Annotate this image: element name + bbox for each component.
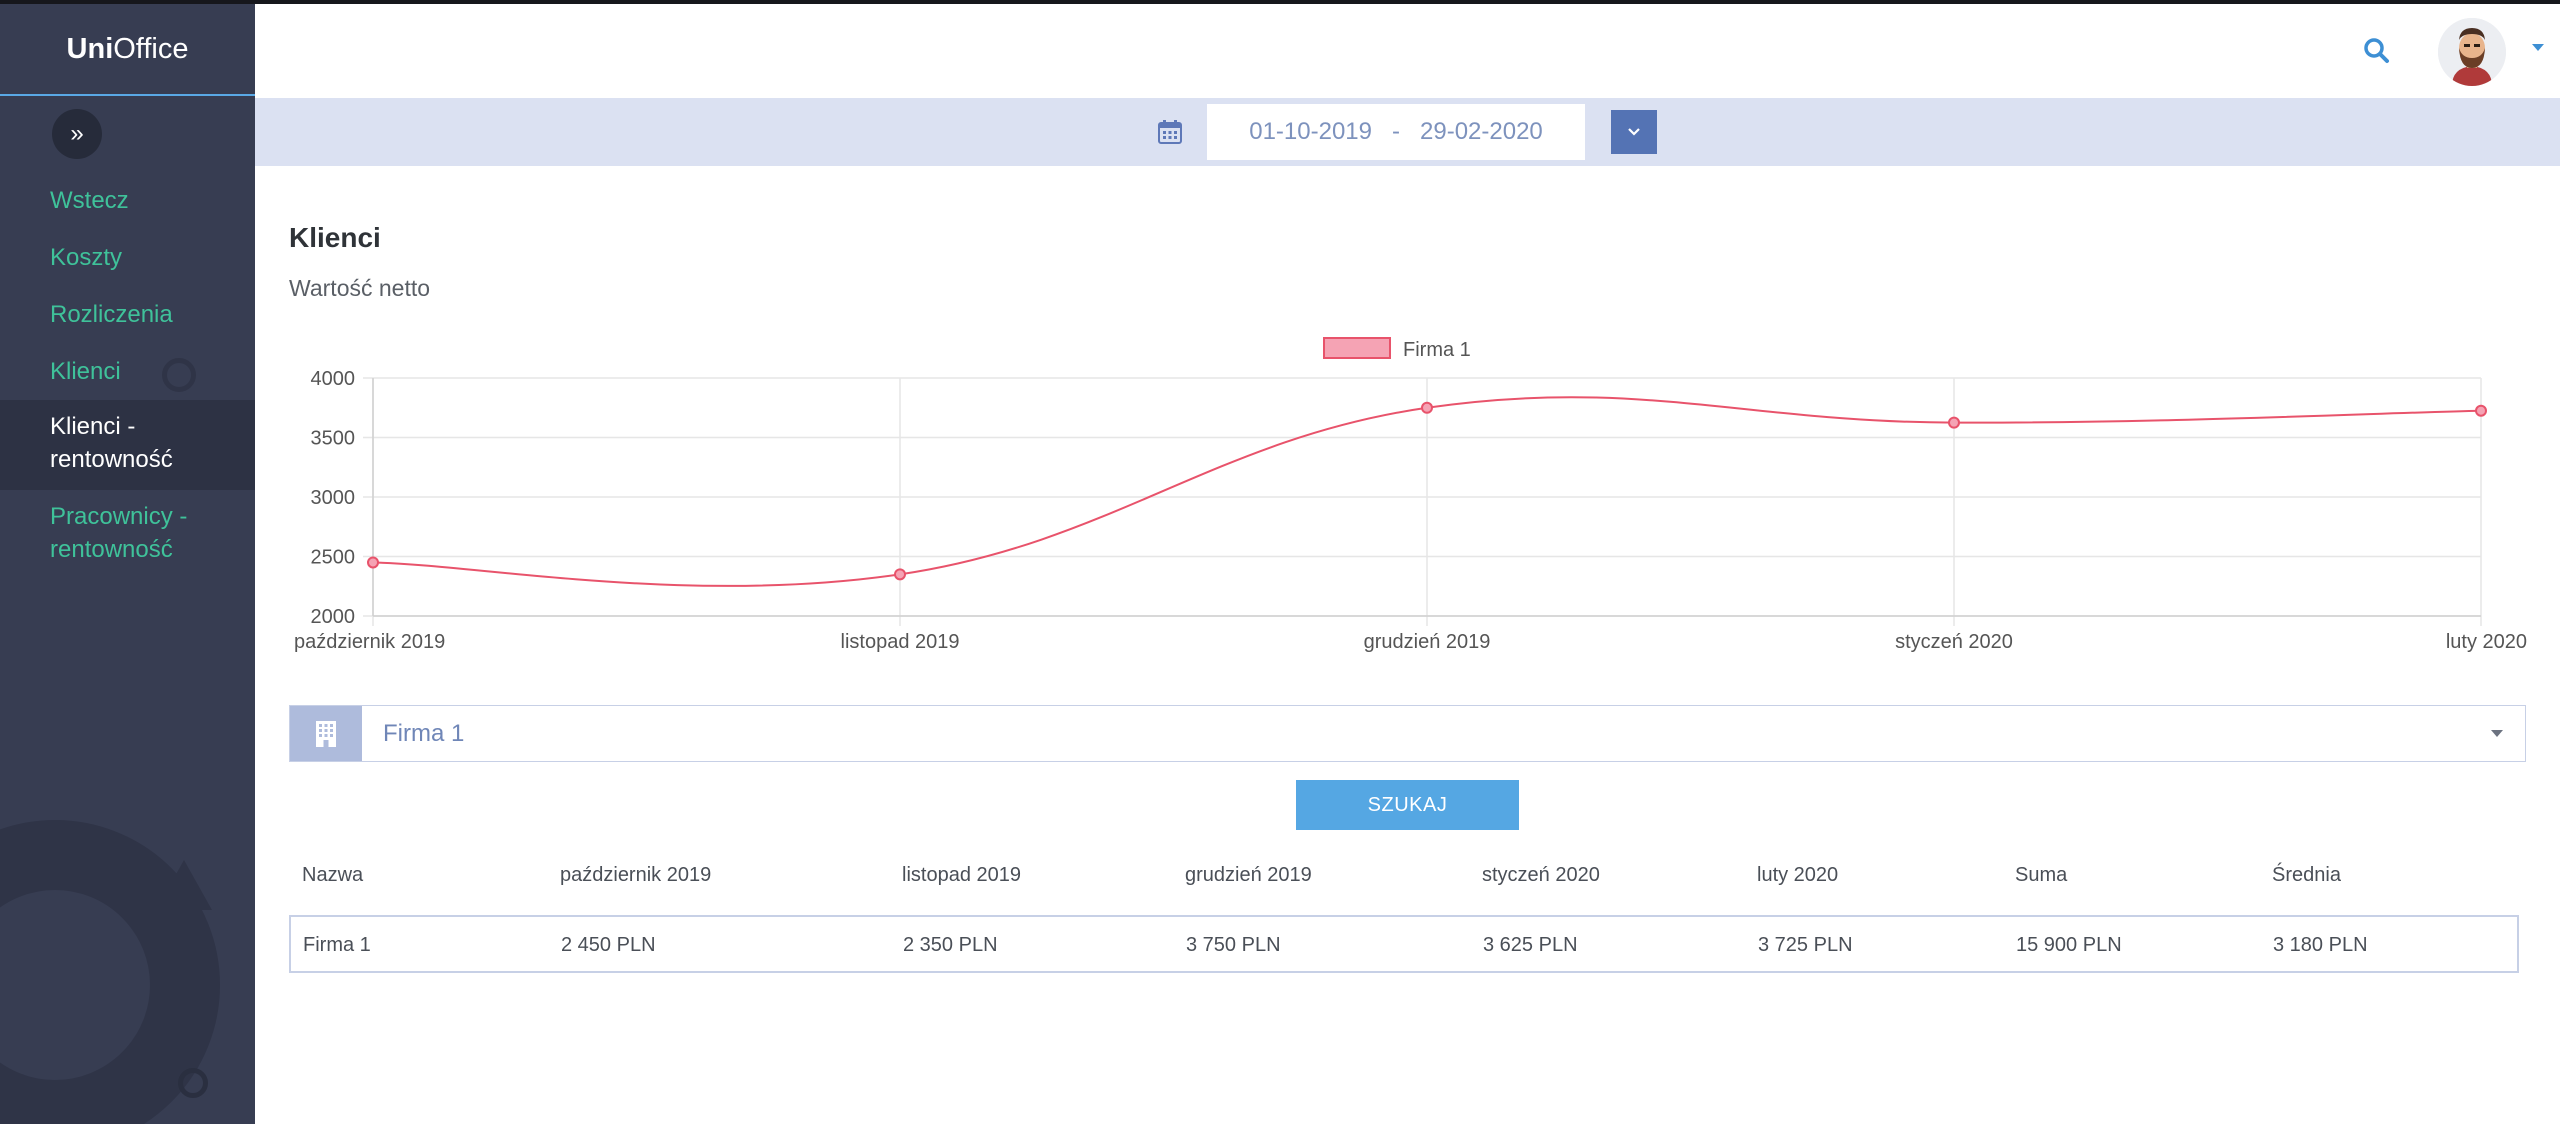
calendar-icon (1158, 120, 1182, 144)
cell-listopad: 2 350 PLN (903, 934, 998, 956)
column-header-nazwa: Nazwa (302, 864, 364, 886)
search-button[interactable]: SZUKAJ (1296, 780, 1519, 830)
column-header-suma: Suma (2015, 864, 2068, 886)
chart-data-point (1421, 401, 1433, 414)
column-header-srednia: Średnia (2272, 864, 2341, 886)
sidebar-item-wstecz[interactable]: Wstecz (50, 187, 129, 214)
chart-data-point (2475, 404, 2487, 417)
chart-y-tick-label: 3500 (311, 428, 356, 450)
window-top-border (0, 0, 2560, 4)
sidebar-item-label-line1: Klienci - (50, 413, 136, 440)
chevron-down-icon[interactable] (2532, 44, 2544, 51)
sidebar-item-label-line2: rentowność (50, 536, 173, 563)
sidebar-decoration-circle (162, 358, 196, 392)
sidebar-toggle-button[interactable]: » (52, 109, 102, 159)
chevron-down-icon (2491, 730, 2503, 737)
chevron-down-icon (1628, 128, 1640, 136)
brand-name-bold: Uni (66, 32, 114, 65)
column-header-listopad: listopad 2019 (902, 864, 1021, 886)
search-icon[interactable] (2362, 36, 2392, 66)
column-header-luty: luty 2020 (1757, 864, 1839, 886)
chart-x-tick-label: luty 2020 (2446, 631, 2527, 653)
cell-pazdziernik: 2 450 PLN (561, 934, 656, 956)
sidebar-menu: Wstecz Koszty Rozliczenia Klienci Klienc… (0, 172, 255, 580)
avatar[interactable] (2438, 18, 2506, 86)
cell-grudzien: 3 750 PLN (1186, 934, 1281, 956)
chart-y-tick-label: 4000 (311, 368, 356, 390)
cell-srednia: 3 180 PLN (2273, 934, 2368, 956)
user-avatar-icon (2438, 18, 2506, 86)
company-select[interactable]: Firma 1 (289, 705, 2526, 762)
table-row[interactable]: Firma 1 2 450 PLN 2 350 PLN 3 750 PLN 3 … (289, 915, 2519, 973)
page-title: Klienci (289, 222, 381, 253)
chart-legend-label: Firma 1 (1403, 339, 1471, 361)
cell-luty: 3 725 PLN (1758, 934, 1853, 956)
chart-y-tick-label: 2000 (311, 606, 356, 628)
column-header-pazdziernik: październik 2019 (560, 864, 712, 886)
table-header: Nazwa październik 2019 listopad 2019 gru… (289, 858, 2519, 898)
sidebar-decoration-circle-small (178, 1068, 208, 1098)
chart-data-point (1948, 416, 1960, 429)
column-header-grudzien: grudzień 2019 (1185, 864, 1312, 886)
sidebar-item-label-line2: rentowność (50, 446, 173, 473)
brand-logo[interactable]: Uni Office (0, 4, 255, 96)
sidebar: Uni Office » Wstecz Koszty Rozliczenia Kl… (0, 0, 255, 1124)
chart-legend-swatch (1323, 337, 1391, 359)
sidebar-item-koszty[interactable]: Koszty (50, 244, 123, 271)
sidebar-item-rozliczenia[interactable]: Rozliczenia (50, 301, 173, 328)
chart-data-point (894, 568, 906, 581)
chart-data-point (367, 556, 379, 569)
page-subtitle: Wartość netto (289, 275, 431, 301)
chart-x-tick-label: listopad 2019 (841, 631, 960, 653)
column-header-styczen: styczeń 2020 (1482, 864, 1600, 886)
sidebar-item-pracownicy-rentownosc[interactable]: Pracownicy - rentowność (0, 490, 255, 580)
chart-x-tick-label: grudzień 2019 (1364, 631, 1491, 653)
line-chart: 2000 2500 3000 3500 4000 październik 2019 list… (294, 337, 2527, 653)
cell-suma: 15 900 PLN (2016, 934, 2122, 956)
sidebar-item-klienci-rentownosc[interactable]: Klienci - rentowność (0, 400, 255, 490)
chart-x-tick-label: styczeń 2020 (1895, 631, 2013, 653)
select-addon (290, 706, 362, 761)
sidebar-item-klienci[interactable]: Klienci (50, 358, 121, 385)
chart-x-tick-label: październik 2019 (294, 631, 445, 653)
building-icon (316, 720, 336, 747)
cell-nazwa: Firma 1 (303, 934, 371, 956)
chart-y-tick-label: 3000 (311, 487, 356, 509)
double-chevron-right-icon: » (70, 120, 84, 147)
date-range-input[interactable] (1207, 104, 1585, 160)
cell-styczen: 3 625 PLN (1483, 934, 1578, 956)
date-range-bar (255, 98, 2560, 166)
top-header (255, 4, 2560, 98)
chart-y-tick-label: 2500 (311, 547, 356, 569)
sidebar-item-label-line1: Pracownicy - (50, 503, 188, 530)
brand-name-light: Office (113, 32, 189, 65)
sidebar-decoration-arrow (156, 860, 212, 910)
company-select-value: Firma 1 (383, 720, 465, 747)
date-range-dropdown-button[interactable] (1611, 110, 1657, 154)
